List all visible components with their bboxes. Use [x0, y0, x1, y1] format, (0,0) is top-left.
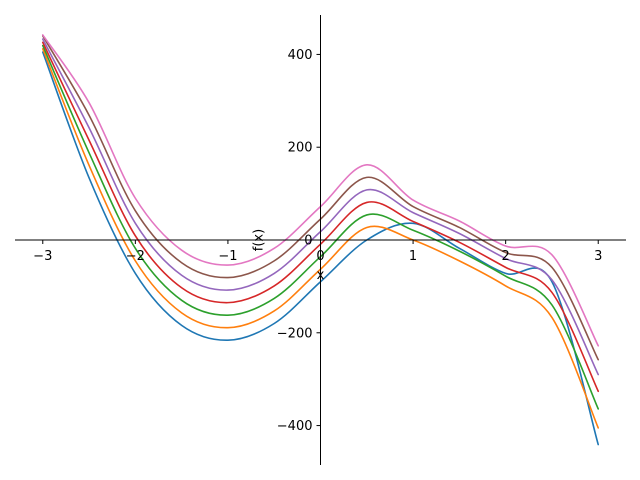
x-tick-label: 0	[316, 249, 324, 264]
y-tick-label: 200	[288, 141, 313, 156]
y-tick-label: 0	[304, 234, 312, 249]
ticks-layer: −3 −2 −1 0 1 2 3 −400 −200 0 200 400	[33, 48, 602, 434]
x-tick-label: 3	[594, 249, 602, 264]
y-tick-label: −400	[277, 419, 313, 434]
x-tick-label: 2	[502, 249, 510, 264]
x-tick-label: −1	[218, 249, 237, 264]
y-tick-label: −200	[277, 326, 313, 341]
series-line-2	[41, 48, 600, 429]
series-line-4	[41, 41, 600, 393]
y-tick-label: 400	[288, 48, 313, 63]
x-tick-label: −3	[33, 249, 52, 264]
x-tick-label: −2	[126, 249, 145, 264]
x-axis-label: x	[317, 268, 325, 283]
x-tick-label: 1	[409, 249, 417, 264]
y-axis-label: f(x)	[252, 229, 267, 251]
series-line-3	[41, 44, 600, 410]
